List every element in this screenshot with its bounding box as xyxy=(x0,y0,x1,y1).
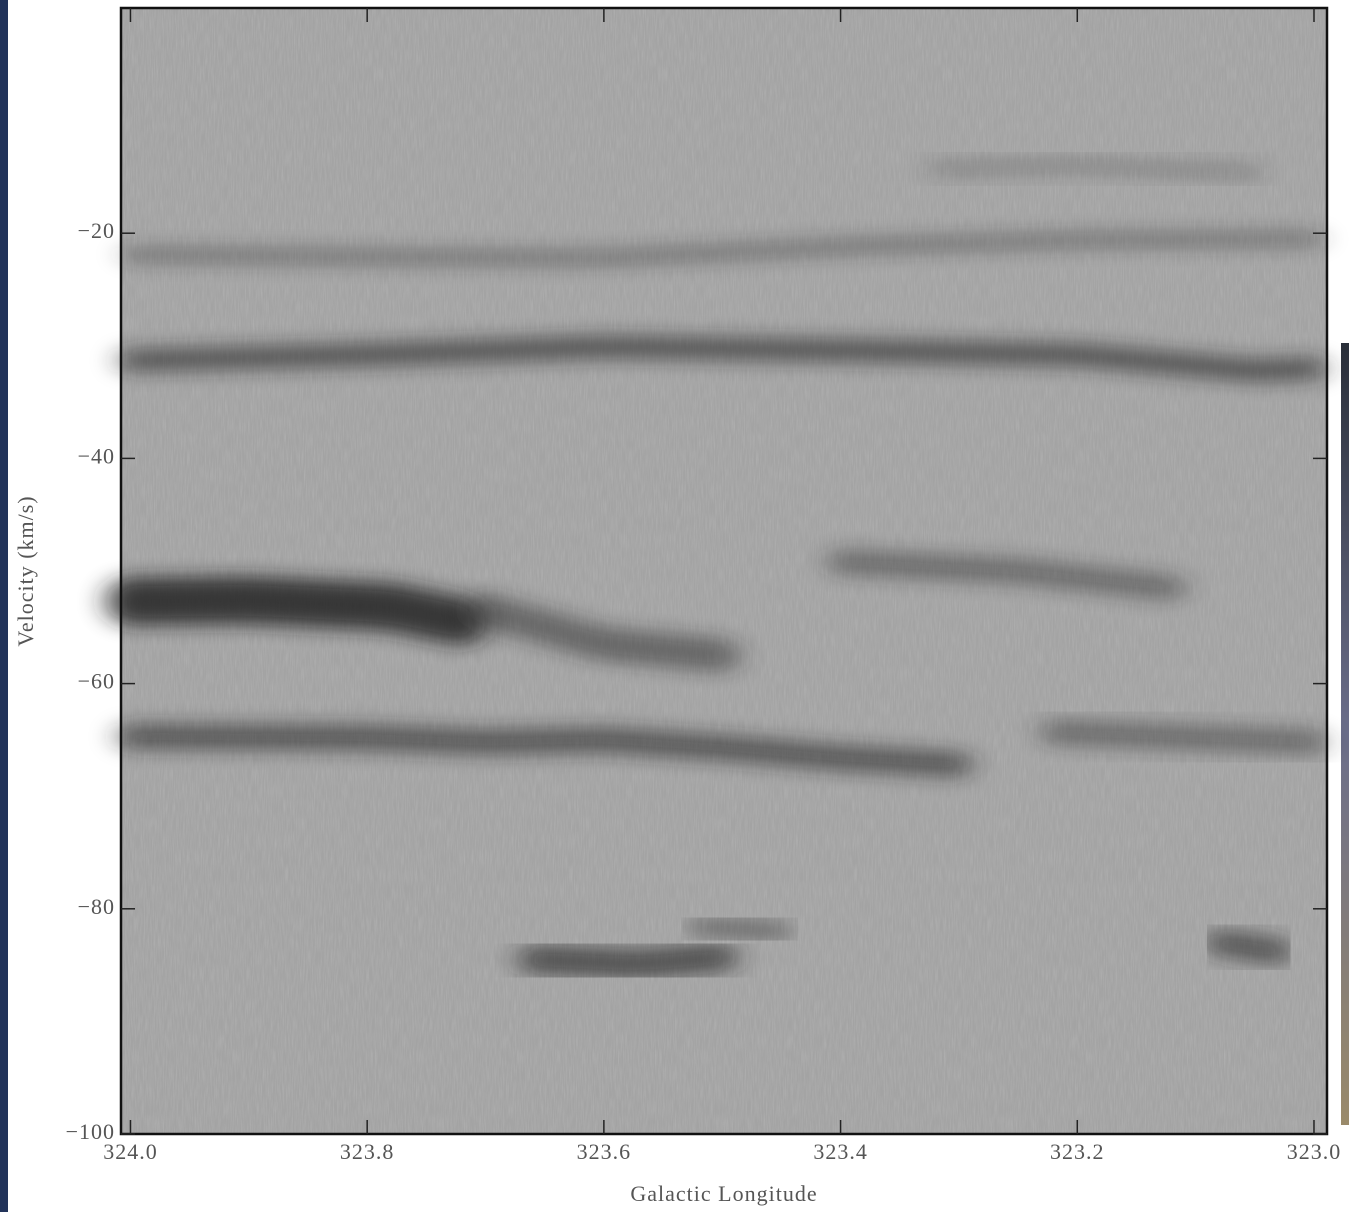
frame xyxy=(119,6,1329,1136)
y-tick-label: −100 xyxy=(66,1119,115,1144)
y-tick-label: −40 xyxy=(78,443,115,468)
x-axis-label: Galactic Longitude xyxy=(630,1181,817,1206)
y-tick-label: −80 xyxy=(78,894,115,919)
left-edge xyxy=(0,0,8,1212)
x-tick-label: 324.0 xyxy=(103,1139,158,1164)
emission-feature xyxy=(117,723,972,778)
features xyxy=(106,158,1327,979)
x-tick-label: 323.0 xyxy=(1287,1139,1342,1164)
emission-feature xyxy=(928,158,1262,180)
emission-feature xyxy=(118,334,1326,383)
emission-feature xyxy=(688,916,792,942)
plot-area xyxy=(106,6,1329,1136)
emission-feature xyxy=(827,548,1185,601)
emission-feature xyxy=(468,593,740,673)
emission-feature xyxy=(517,942,738,979)
y-axis-label: Velocity (km/s) xyxy=(13,495,38,646)
emission-feature xyxy=(1040,719,1327,756)
x-tick-label: 323.2 xyxy=(1050,1139,1105,1164)
x-tick-label: 323.6 xyxy=(577,1139,632,1164)
x-tick-label: 323.4 xyxy=(813,1139,868,1164)
y-tick-label: −20 xyxy=(78,218,115,243)
x-tick-label: 323.8 xyxy=(340,1139,395,1164)
emission-feature xyxy=(106,576,486,646)
emission-feature xyxy=(1205,928,1293,966)
emission-feature xyxy=(122,230,1322,266)
right-edge-window xyxy=(1341,343,1349,1125)
y-tick-label: −60 xyxy=(78,669,115,694)
